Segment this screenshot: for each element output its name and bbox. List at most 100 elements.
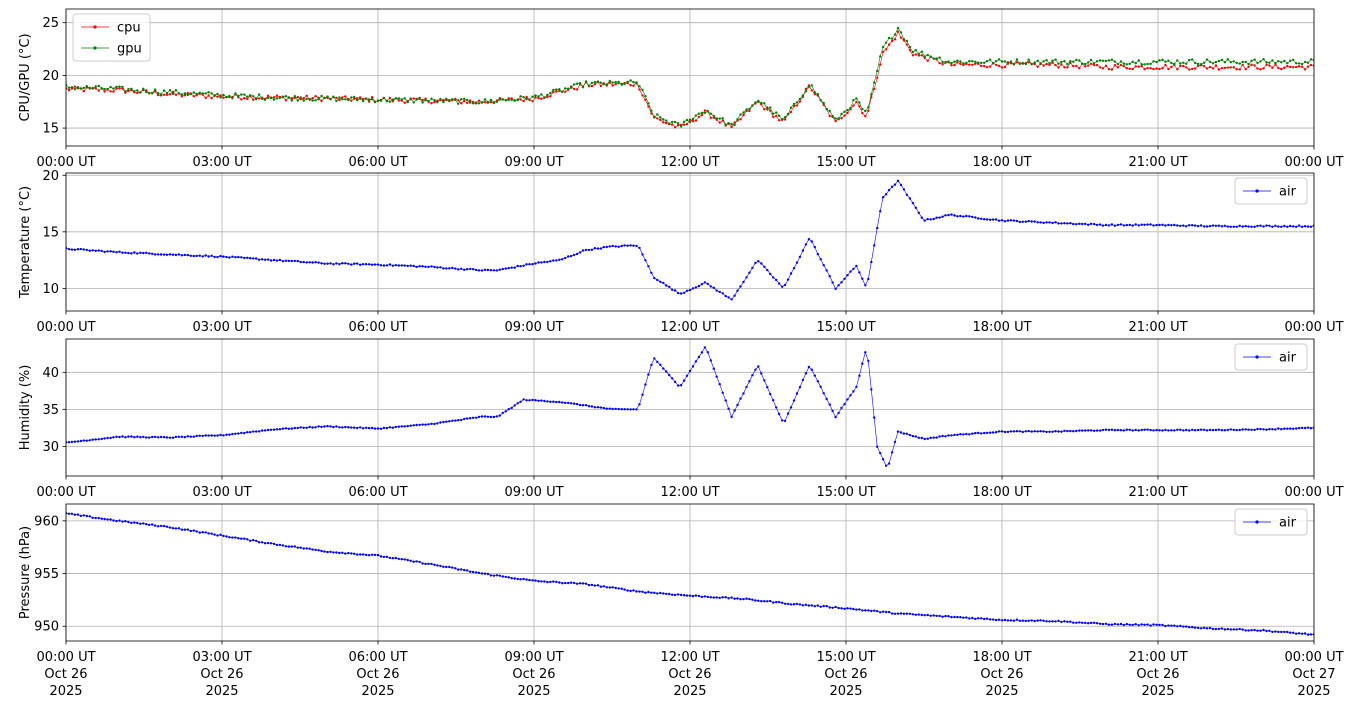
data-point <box>1039 62 1042 66</box>
data-point <box>822 604 825 608</box>
data-point <box>679 125 683 128</box>
data-point <box>159 435 163 439</box>
data-point <box>902 432 906 435</box>
x-tick-label: 00:00 UT <box>36 650 95 665</box>
data-point <box>159 93 163 96</box>
legend-label: air <box>1279 185 1297 200</box>
data-point <box>757 99 760 103</box>
data-point <box>1220 627 1224 630</box>
data-point <box>1092 222 1096 226</box>
data-point <box>745 276 748 279</box>
data-point <box>831 281 834 284</box>
data-point <box>183 253 187 257</box>
data-point <box>789 406 793 409</box>
data-point <box>879 451 882 455</box>
data-point <box>828 403 831 406</box>
data-point <box>543 399 546 403</box>
data-point <box>569 581 573 584</box>
data-point <box>183 92 187 95</box>
legend-label: air <box>1279 351 1297 366</box>
x-tick-label: 00:00 UT <box>36 485 95 500</box>
data-point <box>881 196 885 199</box>
data-point <box>1155 428 1158 432</box>
data-point <box>1226 627 1230 631</box>
x-tick-label: 21:00 UT <box>1128 155 1187 170</box>
data-point <box>376 427 380 430</box>
data-point <box>1268 64 1271 67</box>
data-point <box>341 96 344 99</box>
data-point <box>668 285 671 288</box>
data-point <box>442 98 445 102</box>
data-point <box>121 520 124 523</box>
data-point <box>180 528 184 531</box>
data-point <box>1021 430 1024 434</box>
data-point <box>192 95 195 98</box>
data-point <box>1244 60 1247 64</box>
data-point <box>748 271 751 274</box>
data-point <box>988 58 992 61</box>
data-point <box>249 539 252 542</box>
data-point <box>222 255 225 258</box>
data-point <box>893 440 897 444</box>
data-point <box>329 262 332 265</box>
data-point <box>418 97 421 101</box>
data-point <box>584 80 588 83</box>
data-point <box>703 281 707 284</box>
data-point <box>525 97 528 101</box>
data-point <box>1113 224 1117 227</box>
x-tick-date: Oct 26 <box>824 667 867 682</box>
data-point <box>186 91 189 95</box>
data-point <box>1069 61 1072 65</box>
data-point <box>174 253 178 257</box>
data-point <box>406 424 409 428</box>
data-point <box>962 616 965 619</box>
data-point <box>988 618 992 621</box>
data-point <box>1196 428 1200 432</box>
data-point <box>1235 428 1238 432</box>
data-point <box>1045 430 1048 434</box>
data-point <box>451 266 454 270</box>
data-point <box>1191 224 1194 227</box>
data-point <box>1306 633 1310 636</box>
data-point <box>605 83 608 86</box>
data-point <box>347 262 350 265</box>
data-point <box>709 116 712 120</box>
data-point <box>1155 223 1158 227</box>
data-point <box>552 400 555 403</box>
data-point <box>760 262 763 265</box>
data-point <box>275 259 279 262</box>
data-point <box>1048 221 1051 224</box>
data-point <box>1054 63 1057 67</box>
data-point <box>1095 622 1099 625</box>
data-point <box>896 26 900 30</box>
data-point <box>278 258 282 262</box>
data-point <box>1283 630 1286 634</box>
data-point <box>305 94 308 98</box>
data-point <box>1244 224 1247 228</box>
data-point <box>364 263 368 266</box>
data-point <box>1182 224 1185 227</box>
data-point <box>1193 61 1197 65</box>
data-point <box>1170 224 1173 227</box>
data-point <box>902 612 906 615</box>
data-point <box>397 557 400 561</box>
data-point <box>783 283 787 287</box>
data-point <box>983 431 986 435</box>
data-point <box>136 435 139 438</box>
data-point <box>682 123 686 127</box>
data-point <box>1182 625 1185 628</box>
x-tick-year: 2025 <box>517 684 550 699</box>
data-point <box>935 216 938 219</box>
data-point <box>914 613 917 616</box>
data-point <box>400 264 403 267</box>
data-point <box>213 533 216 536</box>
data-point <box>772 276 775 279</box>
data-point <box>427 99 430 103</box>
data-point <box>501 411 504 415</box>
data-point <box>252 98 255 101</box>
data-point <box>246 256 249 259</box>
y-tick-label: 20 <box>42 169 59 184</box>
data-point <box>638 403 641 406</box>
data-point <box>593 247 597 250</box>
